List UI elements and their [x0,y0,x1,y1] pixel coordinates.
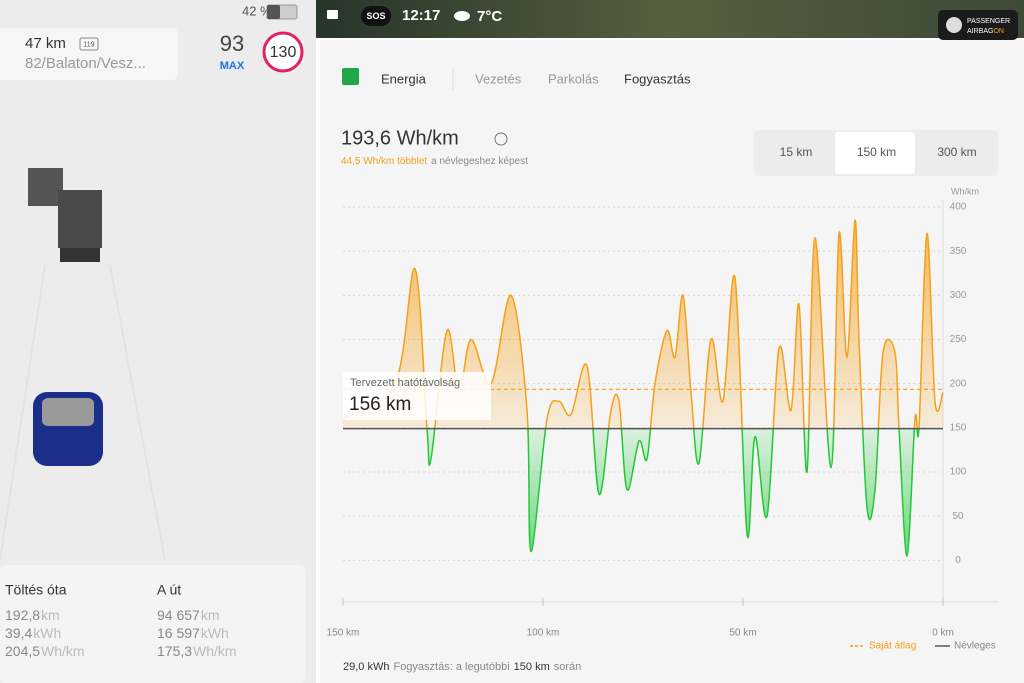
range-selected [835,132,915,174]
y-tick-label: 150 [950,422,967,433]
y-tick-label: 250 [950,334,967,345]
trip-unit: km [201,607,220,623]
range-option[interactable]: 150 km [857,145,896,159]
range-overlay-value: 156 km [349,394,411,415]
top-bar [316,0,1024,38]
footer-text: Fogyasztás: a legutóbbi [393,661,509,673]
tab[interactable]: Parkolás [548,71,599,86]
airbag-label: PASSENGER [967,18,1010,25]
range-overlay [343,372,491,420]
airbag-status: AIRBAGON [967,28,1004,35]
airbag-icon [946,17,962,33]
trip-value: 39,4 [5,625,32,641]
y-tick-label: 350 [950,246,967,257]
y-axis-label: Wh/km [951,186,979,196]
trip-row: 39,4kWh [5,625,61,641]
y-tick-label: 400 [950,202,967,213]
trip-value: 204,5 [5,643,40,659]
sos-label: SOS [366,11,385,21]
trip-row: 175,3Wh/km [157,643,237,659]
footer-energy: 29,0 kWh [343,661,389,673]
footer-distance: 150 km [514,661,550,673]
speed-limit-sign [262,31,304,73]
road-badge-text: 119 [83,41,94,48]
delta-suffix: a névlegeshez képest [431,156,528,167]
trip-card [0,565,305,683]
clock: 12:17 [402,7,440,24]
x-tick-label: 50 km [729,628,756,639]
road-badge [79,37,99,51]
lock-icon[interactable] [327,10,338,19]
speed: 93 [220,31,244,56]
lane-lines [0,264,166,561]
x-tick-label: 150 km [327,628,360,639]
summary-value: 193,6 Wh/km [341,127,459,149]
nav-distance: 47 km [25,35,66,52]
range-option[interactable]: 15 km [780,145,813,159]
temperature: 7°C [477,8,502,25]
trip-row: 204,5Wh/km [5,643,85,659]
range-option[interactable]: 300 km [937,145,976,159]
trip-value: 94 657 [157,607,200,623]
truck [28,168,63,206]
trip-value: 192,8 [5,607,40,623]
trip-value: 16 597 [157,625,200,641]
trip-unit: kWh [201,625,229,641]
airbag-state: ON [993,28,1004,35]
legend-label: Névleges [954,641,996,652]
airbag-word: AIRBAG [967,28,993,35]
trip-unit: kWh [33,625,61,641]
tab[interactable]: Energia [381,71,427,86]
tab[interactable]: Vezetés [475,71,522,86]
nav-card[interactable] [0,28,178,80]
truck [58,190,102,248]
legend-label: Saját átlag [869,641,916,652]
battery-level [267,5,280,19]
y-tick-label: 50 [952,511,964,522]
battery-percent: 42 % [242,3,272,18]
delta-value: 44,5 Wh/km többlet [341,156,427,167]
y-tick-label: 0 [955,555,961,566]
trip-value: 175,3 [157,643,192,659]
tab[interactable]: Fogyasztás [624,71,691,86]
trip-title: A út [157,582,181,598]
speed-limit: 130 [270,44,297,61]
y-tick-label: 300 [950,290,967,301]
speed-unit: MAX [220,60,245,72]
trip-unit: Wh/km [41,643,85,659]
trip-row: 192,8km [5,607,60,623]
trip-unit: km [41,607,60,623]
trip-title: Töltés óta [5,582,67,598]
x-tick-label: 0 km [932,628,954,639]
range-overlay-label: Tervezett hatótávolság [350,377,460,389]
y-tick-label: 200 [950,378,967,389]
trip-unit: Wh/km [193,643,237,659]
nav-road: 82/Balaton/Vesz... [25,55,146,72]
trip-row: 94 657km [157,607,220,623]
footer-suffix: során [554,661,582,673]
footer: 29,0 kWh Fogyasztás: a legutóbbi 150 km sor… [343,661,581,673]
y-tick-label: 100 [950,467,967,478]
weather-icon [454,11,470,21]
energy-icon [342,68,359,85]
ego-car-roof [42,398,94,426]
consumption-line [342,219,944,557]
summary-delta: 44,5 Wh/km többlet a névlegeshez képest [341,156,528,167]
trip-row: 16 597kWh [157,625,229,641]
x-tick-label: 100 km [527,628,560,639]
truck [60,248,100,262]
info-icon[interactable] [494,132,508,146]
sos-button[interactable] [361,6,391,26]
airbag-indicator [938,10,1018,40]
